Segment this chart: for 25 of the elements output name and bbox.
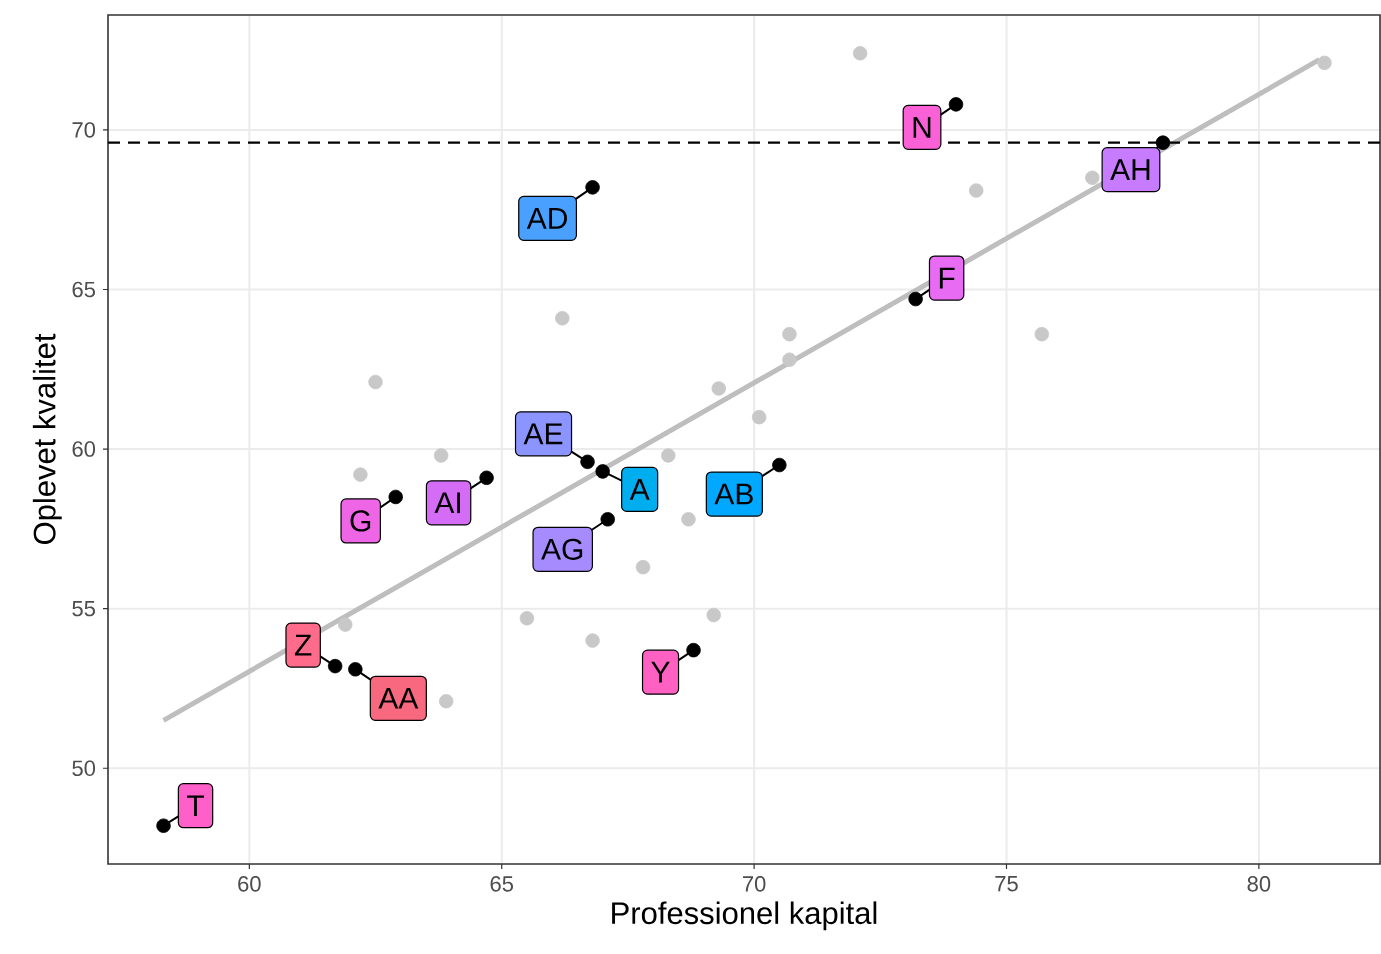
x-tick-label: 70 (742, 876, 766, 892)
y-tick-label: 65 (72, 281, 95, 298)
x-tick-label: 65 (490, 876, 514, 892)
annotation: T (187, 795, 204, 817)
annotation: AE (523, 423, 563, 445)
y-tick-label: 50 (72, 760, 96, 777)
annotation: AB (714, 483, 753, 505)
x-tick-label: 80 (1247, 876, 1271, 892)
annotation: AA (378, 687, 419, 709)
y-tick-label: 55 (72, 601, 95, 617)
annotation: AI (434, 492, 460, 514)
annotation: Y (651, 661, 670, 683)
x-tick-label: 60 (238, 876, 261, 892)
annotation: AD (526, 208, 567, 229)
y-axis-title: Oplevet kvalitet (32, 333, 62, 544)
annotation: N (913, 117, 931, 138)
x-tick-label: 75 (995, 876, 1018, 892)
y-tick-label: 70 (72, 122, 96, 138)
annotation: AH (1110, 159, 1150, 180)
annotation: F (939, 267, 955, 289)
y-tick-label: 60 (72, 441, 96, 457)
x-axis-title: Professionel kapital (612, 901, 877, 931)
annotation: AG (541, 538, 583, 560)
annotation: A (629, 479, 650, 500)
annotation: Z (294, 634, 312, 656)
